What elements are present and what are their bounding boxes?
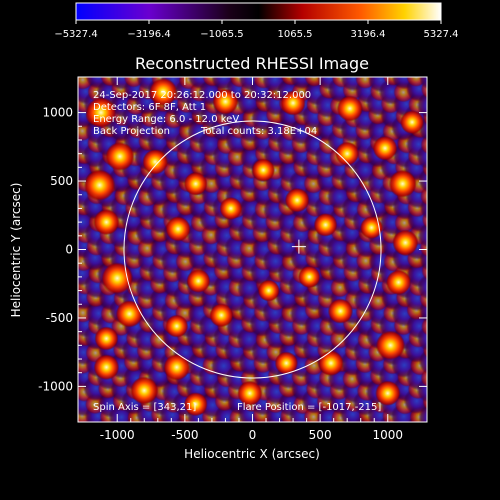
- colorbar: [75, 2, 442, 21]
- x-tick-label: -1000: [100, 428, 135, 442]
- y-tick-label: 500: [50, 174, 73, 188]
- heatmap-blob: [209, 303, 234, 328]
- axis-ticks: -1000 -500 0 500 1000 -1000 -500 0 500 1000: [38, 77, 427, 442]
- spin-axis-label: Spin Axis = [343,21]: [93, 402, 196, 413]
- cross-marker: [291, 239, 306, 254]
- heatmap-blob: [284, 187, 310, 213]
- heatmap-blob: [327, 298, 354, 324]
- y-axis-label: Heliocentric Y (arcsec): [9, 183, 23, 318]
- heatmap-blob: [298, 265, 321, 289]
- heatmap-blob: [385, 269, 412, 296]
- heatmap-blob: [219, 196, 243, 220]
- heatmap-blob: [400, 110, 425, 135]
- colorbar-ticks: −5327.4 −3196.4 −1065.5 1065.5 3196.4 5327.4: [54, 20, 459, 40]
- heatmap-blob: [93, 354, 120, 381]
- cold-cell: [418, 167, 427, 193]
- colorbar-tick-label: −5327.4: [54, 29, 97, 40]
- x-tick-label: -500: [171, 428, 198, 442]
- heatmap-blob: [212, 88, 239, 115]
- heatmap-blob: [388, 169, 417, 198]
- colorbar-tick-label: 1065.5: [278, 29, 313, 40]
- cold-cell: [416, 325, 427, 352]
- cold-cell: [417, 274, 427, 300]
- heatmap-blob: [148, 77, 178, 107]
- warm-cell: [141, 419, 154, 422]
- colorbar-tick-label: −1065.5: [200, 29, 243, 40]
- cold-cell: [417, 223, 427, 249]
- warm-cell: [59, 421, 79, 441]
- heatmap-blob: [183, 171, 208, 196]
- heatmap-blob: [251, 158, 276, 182]
- y-tick-label: 0: [65, 243, 73, 257]
- annotation-counts: Total counts: 3.18E+04: [200, 126, 317, 137]
- heatmap-blob: [313, 212, 338, 237]
- heatmap-blob: [105, 141, 135, 172]
- colorbar-tick-label: −3196.4: [127, 29, 170, 40]
- cold-cell: [419, 77, 427, 90]
- heatmap-blob: [101, 262, 134, 295]
- flare-position-label: Flare Position = [-1017,-215]: [237, 402, 381, 413]
- x-tick-label: 500: [309, 428, 332, 442]
- heatmap-blob: [318, 350, 344, 377]
- cold-cell: [418, 405, 427, 422]
- heatmap-blob: [359, 216, 384, 240]
- heatmap-blob: [93, 209, 120, 236]
- heatmap-blob: [280, 90, 306, 116]
- warm-cell: [421, 317, 427, 336]
- annotation-detectors: Detectors: 6F 8F, Att 1: [93, 102, 206, 113]
- warm-cell: [78, 136, 80, 148]
- annotation-time: 24-Sep-2017 20:26:12.000 to 20:32:12.000: [93, 90, 311, 101]
- heatmap-blob: [163, 353, 191, 381]
- heatmap-blob: [237, 380, 263, 406]
- heatmap-blob: [85, 97, 117, 129]
- cold-cell: [416, 376, 427, 403]
- heatmap-blob: [372, 135, 398, 161]
- annotation-block: 24-Sep-2017 20:26:12.000 to 20:32:12.000…: [93, 90, 317, 137]
- heatmap-blob: [336, 95, 363, 122]
- warm-cell: [350, 420, 362, 422]
- y-tick-label: -1000: [38, 379, 73, 393]
- heatmap-blob: [183, 392, 208, 417]
- heatmap-blob: [375, 330, 406, 361]
- heatmap-blob: [142, 148, 169, 175]
- heatmap-blob: [165, 314, 189, 338]
- heatmap-blob: [186, 268, 211, 294]
- cold-cell: [416, 92, 427, 118]
- warm-cell: [78, 84, 81, 97]
- annotation-energy: Energy Range: 6.0 - 12.0 keV: [93, 114, 239, 125]
- colorbar-tick-label: 5327.4: [424, 29, 459, 40]
- cold-cell: [418, 349, 427, 375]
- heatmap-blob: [257, 279, 280, 302]
- heatmap-blob: [375, 380, 401, 406]
- heatmap-blob: [94, 326, 119, 351]
- heatmap-blob: [165, 216, 191, 242]
- heatmap-blob: [274, 351, 299, 375]
- heatmap-blob: [130, 376, 159, 405]
- colorbar-tick-label: 3196.4: [350, 29, 385, 40]
- warm-cell: [420, 368, 427, 388]
- cold-cell: [416, 143, 427, 170]
- annotation-method: Back Projection: [93, 126, 170, 137]
- heatmap-blob: [392, 229, 419, 256]
- solar-limb: [123, 120, 382, 379]
- y-tick-label: 1000: [42, 106, 73, 120]
- heatmap-blob: [83, 169, 116, 201]
- heatmap-blob: [335, 141, 360, 166]
- heatmap-blob: [115, 300, 144, 328]
- x-tick-label: 0: [249, 428, 257, 442]
- x-axis-label: Heliocentric X (arcsec): [184, 447, 320, 461]
- y-tick-label: -500: [46, 311, 73, 325]
- x-tick-label: 1000: [372, 428, 403, 442]
- chart-title: Reconstructed RHESSI Image: [135, 54, 369, 73]
